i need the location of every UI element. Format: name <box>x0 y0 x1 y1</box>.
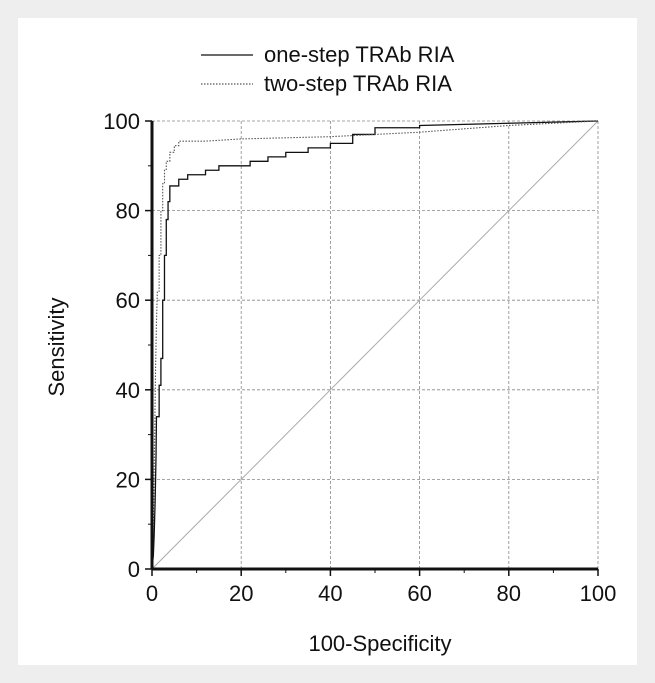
x-tick-label-20: 20 <box>229 581 253 606</box>
y-axis-ticks: 0 20 40 60 80 100 <box>103 109 152 582</box>
x-tick-label-80: 80 <box>497 581 521 606</box>
reference-diagonal-line <box>151 120 599 570</box>
x-tick-label-40: 40 <box>318 581 342 606</box>
x-tick-label-0: 0 <box>146 581 158 606</box>
series-group <box>151 120 599 570</box>
y-tick-label-0: 0 <box>128 557 140 582</box>
legend-label-one-step: one-step TRAb RIA <box>264 42 455 67</box>
y-axis-title: Sensitivity <box>44 297 69 396</box>
x-tick-label-60: 60 <box>407 581 431 606</box>
y-tick-label-20: 20 <box>116 467 140 492</box>
x-axis-ticks: 0 20 40 60 80 100 <box>146 569 616 606</box>
reference-line-group <box>151 120 599 570</box>
series-line-two-step <box>151 120 599 570</box>
y-tick-label-60: 60 <box>116 288 140 313</box>
roc-chart: 0 20 40 60 80 100 0 20 40 60 80 100 100-Specificit… <box>44 42 616 656</box>
y-tick-label-40: 40 <box>116 378 140 403</box>
x-tick-label-100: 100 <box>580 581 617 606</box>
x-axis-title: 100-Specificity <box>308 631 451 656</box>
legend-label-two-step: two-step TRAb RIA <box>264 71 452 96</box>
legend: one-step TRAb RIA two-step TRAb RIA <box>201 42 455 96</box>
chart-card: 0 20 40 60 80 100 0 20 40 60 80 100 100-Specificit… <box>18 18 637 665</box>
y-tick-label-100: 100 <box>103 109 140 134</box>
y-tick-label-80: 80 <box>116 199 140 224</box>
series-line-one-step <box>151 120 599 570</box>
